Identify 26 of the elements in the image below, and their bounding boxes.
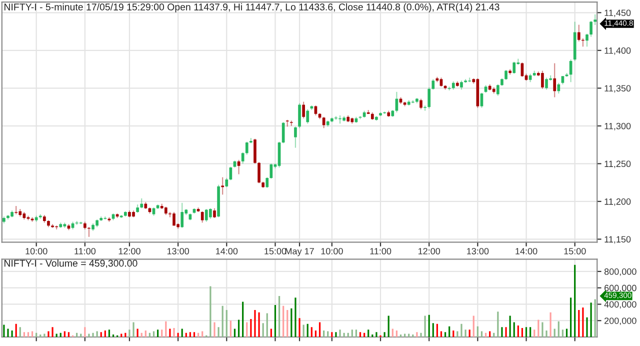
x-tick-label: 15:00: [564, 248, 586, 254]
x-tick-label: 13:00: [467, 248, 489, 254]
x-tick-label: 11:00: [370, 248, 392, 254]
x-tick-label: 11:00: [74, 248, 96, 254]
x-tick-label: 14:00: [216, 248, 238, 254]
y-tick-label: 11,400: [604, 47, 631, 55]
y-tick-label: 400,000: [604, 301, 636, 309]
y-tick-label: 600,000: [604, 284, 636, 292]
x-tick-label: 15:00: [264, 248, 286, 254]
y-tick-label: 11,250: [604, 160, 631, 168]
x-tick-label: May 17: [285, 248, 314, 256]
y-tick-label: 11,350: [604, 85, 631, 93]
y-tick-label: 11,450: [604, 10, 631, 18]
x-tick-label: 12:00: [118, 248, 140, 254]
y-tick-label: 11,300: [604, 122, 631, 130]
y-tick-label: 200,000: [604, 318, 636, 326]
x-tick-label: 12:00: [418, 248, 440, 254]
x-tick-label: 10:00: [321, 248, 343, 254]
chart-title: NIFTY-I - Volume = 459,300.00: [4, 260, 138, 268]
y-tick-label: 800,000: [604, 268, 636, 276]
chart-title: NIFTY-I - 5-minute 17/05/19 15:29:00 Open 11437.9, Hi 11447.7, Lo 11433.6, Close 11440.8 (0.0%), ATR(14) 21.43: [4, 3, 500, 12]
y-tick-label: 11,200: [604, 198, 631, 206]
x-tick-label: 10:00: [26, 248, 48, 254]
x-tick-label: 14:00: [516, 248, 538, 254]
y-tick-label: 11,150: [604, 236, 631, 244]
x-tick-label: 13:00: [167, 248, 189, 254]
